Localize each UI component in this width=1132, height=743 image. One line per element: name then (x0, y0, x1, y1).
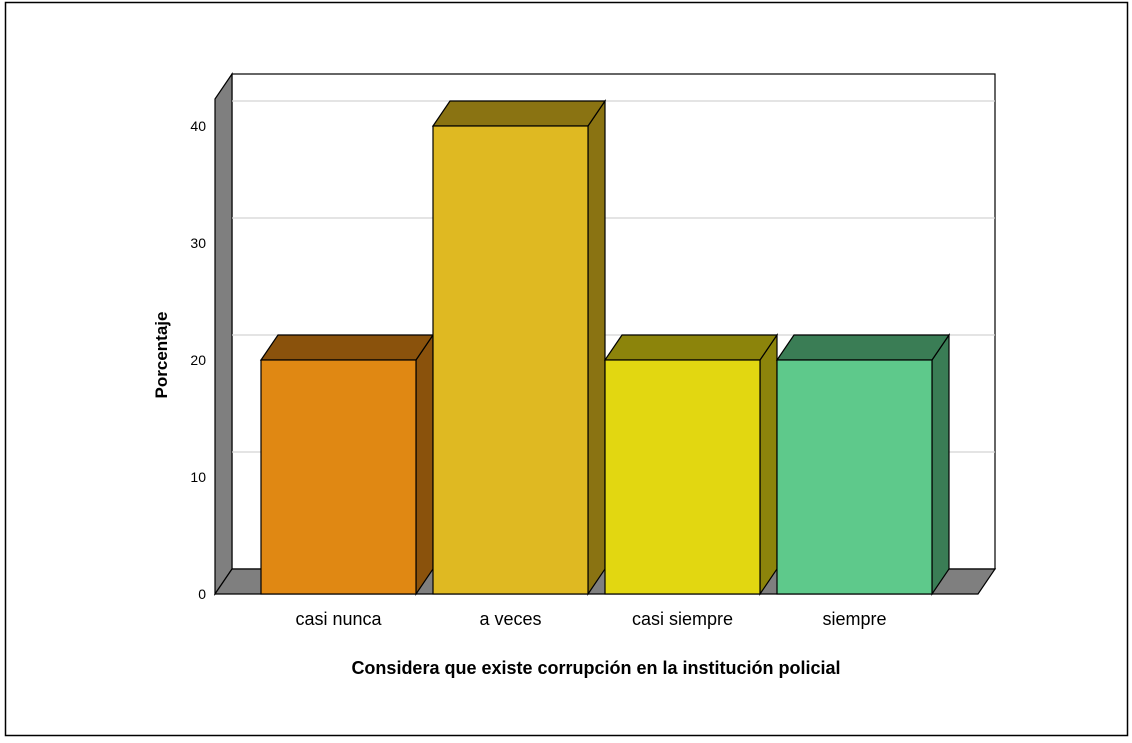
side-wall (214, 72, 233, 596)
x-tick-label: casi nunca (295, 609, 382, 629)
bar-top (259, 334, 435, 361)
bar-front (260, 359, 417, 595)
bar-side (759, 333, 778, 596)
bar-siempre (775, 333, 951, 596)
x-axis-ticks: casi nunca a veces casi siempre siempre (295, 609, 886, 629)
bar-front (432, 125, 589, 595)
bar-side (587, 99, 606, 596)
bar-front (776, 359, 933, 595)
y-tick-label: 0 (198, 586, 206, 602)
x-tick-label: a veces (479, 609, 541, 629)
y-tick-label: 40 (190, 118, 206, 134)
y-axis-ticks: 0 10 20 30 40 (190, 118, 206, 602)
bar-front (604, 359, 761, 595)
bars (259, 99, 951, 596)
bar-side (415, 333, 434, 596)
bar-top (603, 334, 779, 361)
x-tick-label: casi siempre (632, 609, 733, 629)
x-axis-label: Considera que existe corrupción en la in… (351, 658, 840, 678)
y-tick-label: 30 (190, 235, 206, 251)
y-axis-label: Porcentaje (152, 312, 171, 399)
x-tick-label: siempre (822, 609, 886, 629)
bar-casi-nunca (259, 333, 435, 596)
y-tick-label: 10 (190, 469, 206, 485)
bar-top (431, 100, 607, 127)
y-tick-label: 20 (190, 352, 206, 368)
bar-a-veces (431, 99, 607, 596)
bar-casi-siempre (603, 333, 779, 596)
bar-top (775, 334, 951, 361)
bar-side (931, 333, 950, 596)
